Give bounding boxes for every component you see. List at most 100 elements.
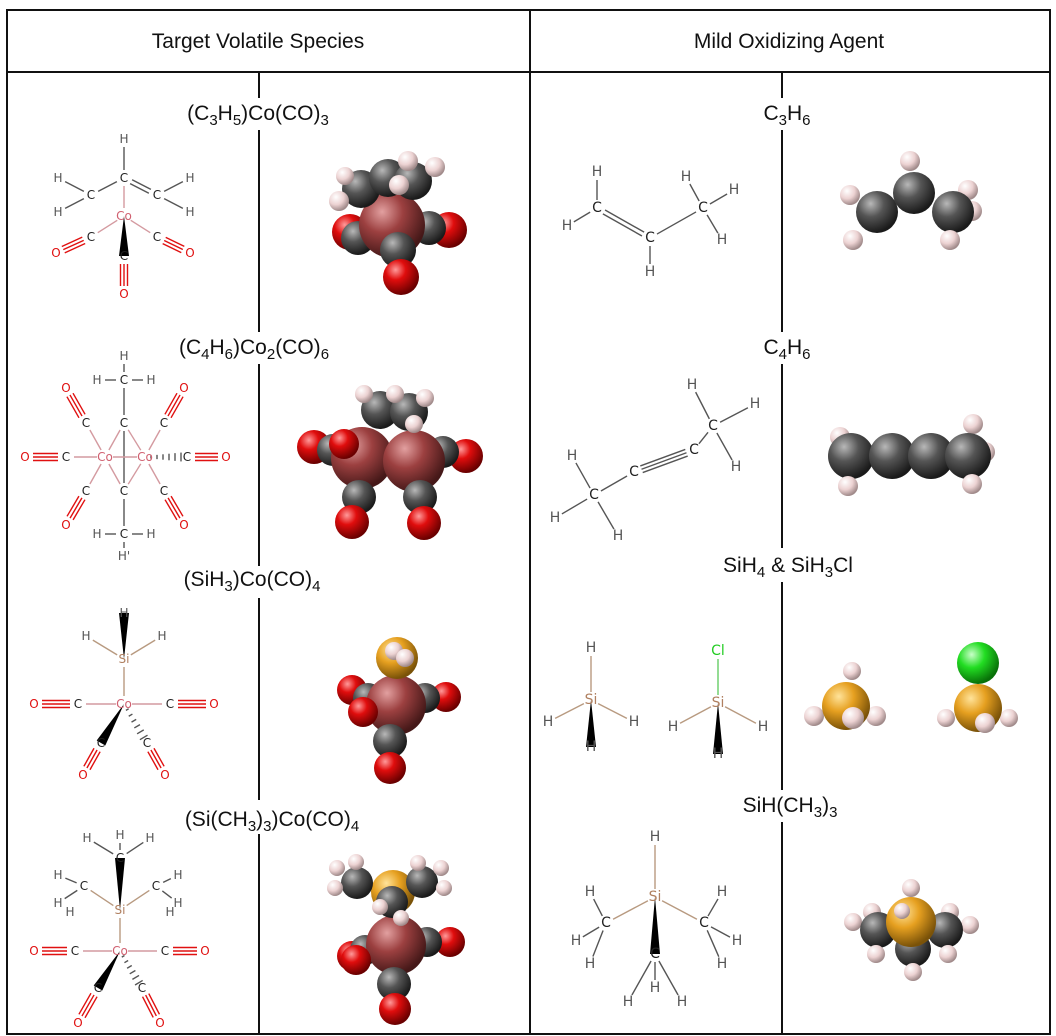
bond-line [145,994,157,1017]
hash-bond [136,729,145,735]
hash-bond [124,959,129,964]
atom-label: H [585,884,596,900]
atom-sphere [838,476,858,496]
atom-label: C [120,527,128,541]
atom-label: O [51,246,60,260]
atom-sphere [962,474,982,494]
atom-label: C [698,200,708,216]
bond-line [631,960,652,996]
hash-bond [139,734,148,741]
atom-label: H [185,205,194,219]
atom-sphere [904,963,922,981]
atom-label: H [82,831,91,845]
atom-label: H [165,905,174,919]
atom-label: Si [119,652,130,666]
atom-sphere [386,385,404,403]
atom-sphere [410,855,426,871]
atom-label: H [550,510,561,526]
bond-line [126,841,144,855]
atom-label: H [65,905,74,919]
bond-line [62,239,85,251]
atom-label: C [143,736,151,750]
bond-line [597,501,615,530]
atom-label: O [29,697,38,711]
bond-line [93,841,114,855]
atom-label: C [87,230,95,244]
atom-sphere [406,866,438,898]
atom-label: H [717,956,728,972]
bond-line [69,497,83,519]
atom-sphere [403,480,437,514]
bond-line [90,889,114,907]
atom-label: Co [137,450,153,464]
bond-line [72,499,86,521]
bond-line [164,499,178,521]
atom-label: O [29,944,38,958]
atom-label: H [53,171,62,185]
atom-sphere [329,191,349,211]
atom-label: C [589,487,599,503]
atom-label: O [160,768,169,782]
atom-label: H [173,896,182,910]
atom-label: H [571,933,582,949]
bond-line [130,219,151,234]
hash-bond [126,964,133,969]
bond-line [604,209,645,233]
bond-line [167,497,181,519]
atom-label: O [185,246,194,260]
atom-label: C [699,915,709,931]
atom-label: H [173,868,182,882]
hash-bond [129,969,136,975]
atom-sphere [327,880,343,896]
atom-sphere [945,433,991,479]
bond-line [147,751,159,771]
bond-line [108,463,121,485]
atom-sphere [927,912,963,948]
bond-line [64,198,85,209]
atom-sphere [383,259,419,295]
atom-label: Co [97,450,113,464]
atom-sphere [407,506,441,540]
bond-line [600,475,628,492]
bond-line [97,219,118,234]
atom-sphere [366,915,426,975]
formula-label: (C4H6)Co2(CO)6 [179,336,329,363]
atom-sphere [436,880,452,896]
bond-line [127,429,142,451]
atom-sphere [961,916,979,934]
atom-label: O [78,768,87,782]
bond-line [709,193,728,205]
wedge-bond [96,704,124,746]
atom-sphere [893,172,935,214]
atom-label: H [717,884,728,900]
atom-label: Co [116,697,132,711]
bond-line [689,183,700,202]
atom-label: H [729,182,740,198]
atom-label: H [629,714,640,730]
hash-bond [132,974,140,981]
atom-label: Si [115,903,126,917]
atom-sphere [366,675,426,735]
atom-sphere [348,697,378,727]
atom-label: C [120,249,128,263]
atom-sphere [336,167,354,185]
bond-line [129,182,150,194]
atom-sphere [374,752,406,784]
bond-line [89,429,102,451]
atom-label: H [586,739,597,755]
bond-line [679,706,712,724]
bond-line [656,211,697,235]
atom-label: H [53,205,62,219]
atom-label: H [717,232,728,248]
atom-label: H [146,373,155,387]
bond-line [719,407,749,423]
atom-sphere [377,967,411,1001]
atom-sphere [389,175,409,195]
bond-line [126,889,150,907]
atom-label: C [97,736,105,750]
bond-line [61,236,83,248]
atom-sphere [957,642,999,684]
atom-label: C [166,697,174,711]
